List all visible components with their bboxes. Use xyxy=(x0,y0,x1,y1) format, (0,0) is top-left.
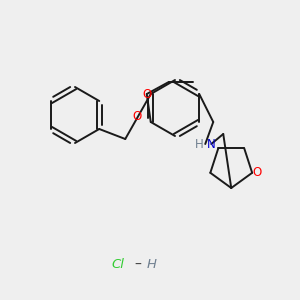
Text: Cl: Cl xyxy=(112,259,124,272)
Text: O: O xyxy=(142,88,152,100)
Text: H: H xyxy=(147,259,157,272)
Text: N: N xyxy=(207,137,216,151)
Text: O: O xyxy=(132,110,142,123)
Text: O: O xyxy=(253,166,262,179)
Text: H: H xyxy=(195,137,204,151)
Text: –: – xyxy=(135,258,141,272)
